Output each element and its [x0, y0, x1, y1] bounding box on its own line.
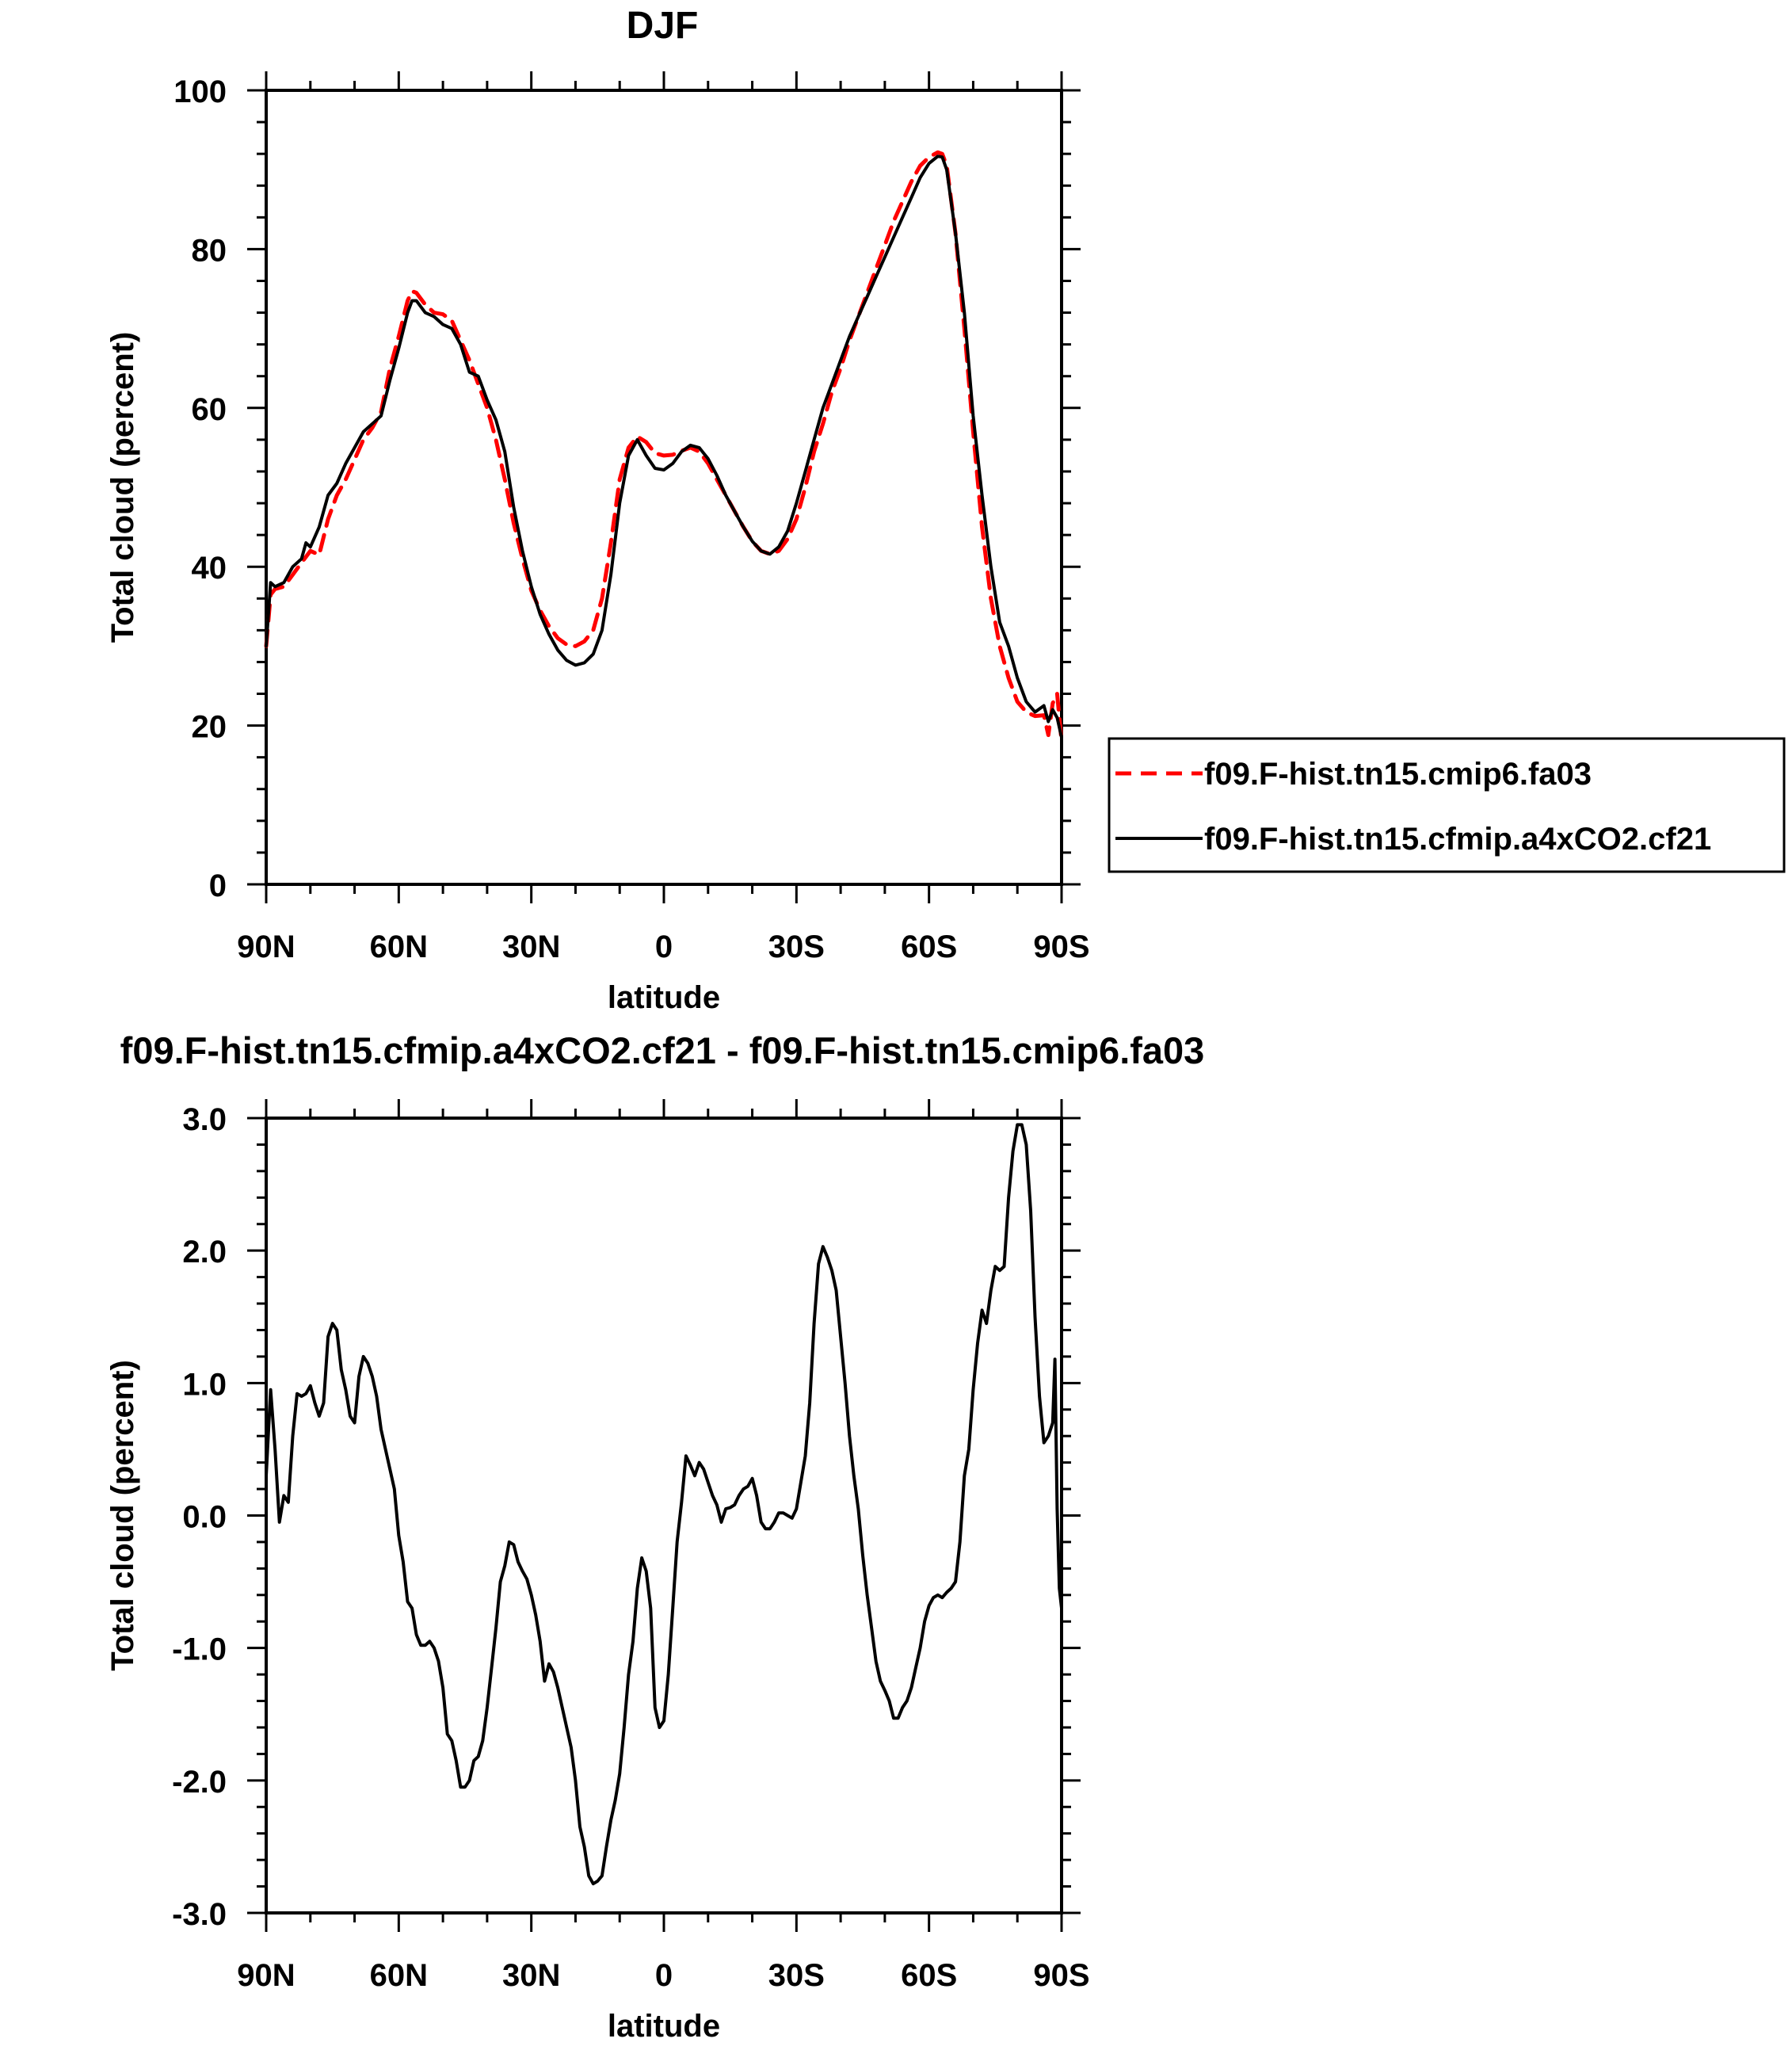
x-tick-label: 90S [1033, 930, 1089, 964]
legend-label-1: f09.F-hist.tn15.cfmip.a4xCO2.cf21 [1204, 822, 1711, 857]
x-tick-label: 0 [655, 930, 673, 964]
y-axis-label: Total cloud (percent) [105, 332, 140, 643]
series-line-0 [264, 150, 1064, 744]
y-tick-label: 0.0 [182, 1500, 227, 1535]
series-line-0 [265, 1123, 1063, 1886]
y-tick-label: 100 [173, 74, 227, 109]
x-tick-label: 30N [502, 1958, 560, 1993]
bottom-plot: f09.F-hist.tn15.cfmip.a4xCO2.cf21 - f09.… [105, 1029, 1204, 2044]
chart-title: f09.F-hist.tn15.cfmip.a4xCO2.cf21 - f09.… [120, 1029, 1205, 1071]
chart-title: DJF [627, 5, 699, 47]
x-tick-label: 30N [502, 930, 560, 964]
x-tick-label: 60N [370, 930, 428, 964]
y-tick-label: -1.0 [172, 1632, 227, 1667]
series-line-1 [265, 155, 1063, 739]
y-tick-label: -2.0 [172, 1765, 227, 1800]
y-tick-label: 80 [192, 233, 227, 268]
x-tick-label: 30S [768, 1958, 825, 1993]
x-axis-label: latitude [608, 2009, 720, 2044]
legend: f09.F-hist.tn15.cmip6.fa03 f09.F-hist.tn1… [1108, 737, 1786, 873]
x-tick-label: 60N [370, 1958, 428, 1993]
x-tick-label: 60S [901, 930, 957, 964]
y-tick-label: 1.0 [182, 1367, 227, 1402]
x-tick-label: 0 [655, 1958, 673, 1993]
y-tick-label: 20 [192, 710, 227, 745]
legend-label-0: f09.F-hist.tn15.cmip6.fa03 [1204, 757, 1592, 792]
x-tick-label: 90N [237, 1958, 295, 1993]
x-tick-label: 30S [768, 930, 825, 964]
y-tick-label: 40 [192, 551, 227, 586]
top-plot: DJF 0 20 40 60 80 100 90N 60N 30N 0 30S 60S 90S latitu… [105, 5, 1090, 1015]
x-tick-label: 90S [1033, 1958, 1089, 1993]
y-tick-label: 0 [209, 868, 227, 903]
y-tick-label: -3.0 [172, 1897, 227, 1932]
plot-frame [265, 1117, 1063, 1914]
y-tick-label: 60 [192, 392, 227, 427]
x-axis-label: latitude [608, 980, 720, 1015]
plot-frame [265, 89, 1063, 886]
y-tick-label: 2.0 [182, 1235, 227, 1269]
x-tick-label: 90N [237, 930, 295, 964]
x-tick-label: 60S [901, 1958, 957, 1993]
y-tick-label: 3.0 [182, 1102, 227, 1137]
legend-box [1108, 737, 1786, 873]
y-axis-label: Total cloud (percent) [105, 1360, 140, 1671]
